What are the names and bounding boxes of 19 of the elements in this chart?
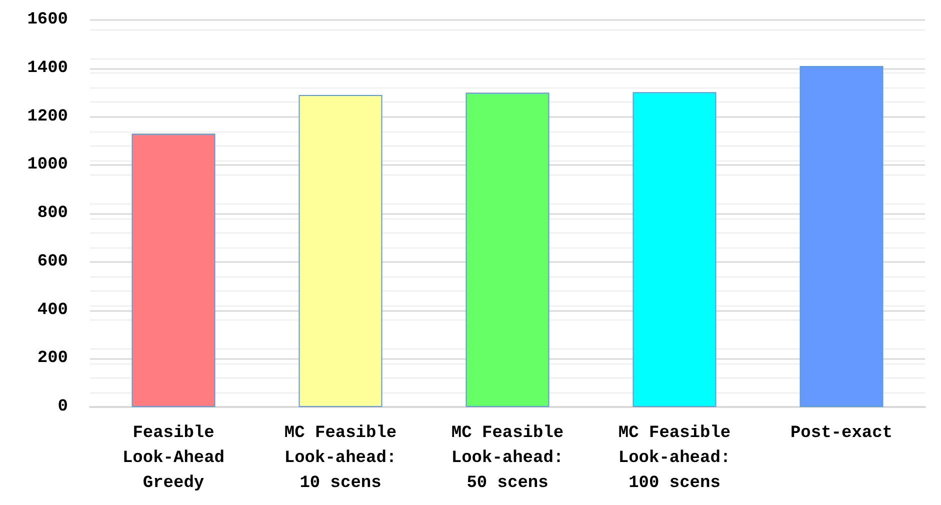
bar bbox=[632, 92, 716, 407]
y-tick-label: 800 bbox=[37, 204, 68, 223]
x-tick-label: MC Feasible Look-ahead: 100 scens bbox=[618, 424, 731, 493]
x-tick-label: MC Feasible Look-ahead: 50 scens bbox=[451, 424, 564, 493]
y-tick-label: 0 bbox=[58, 398, 68, 416]
y-tick-label: 1400 bbox=[27, 58, 68, 78]
bar bbox=[800, 66, 884, 407]
bar bbox=[298, 94, 382, 407]
y-tick-label: 400 bbox=[37, 300, 68, 320]
x-tick-label: Feasible Look-Ahead Greedy bbox=[122, 424, 225, 493]
y-tick-label: 1600 bbox=[27, 10, 68, 30]
y-tick-label: 600 bbox=[37, 252, 68, 272]
bar bbox=[466, 92, 550, 407]
y-tick-label: 1200 bbox=[27, 107, 68, 126]
x-tick-label: MC Feasible Look-ahead: 10 scens bbox=[284, 424, 397, 493]
bar bbox=[132, 134, 216, 407]
x-tick-label: Post-exact bbox=[790, 424, 893, 443]
y-tick-label: 200 bbox=[37, 349, 68, 368]
y-tick-label: 1000 bbox=[27, 156, 68, 175]
